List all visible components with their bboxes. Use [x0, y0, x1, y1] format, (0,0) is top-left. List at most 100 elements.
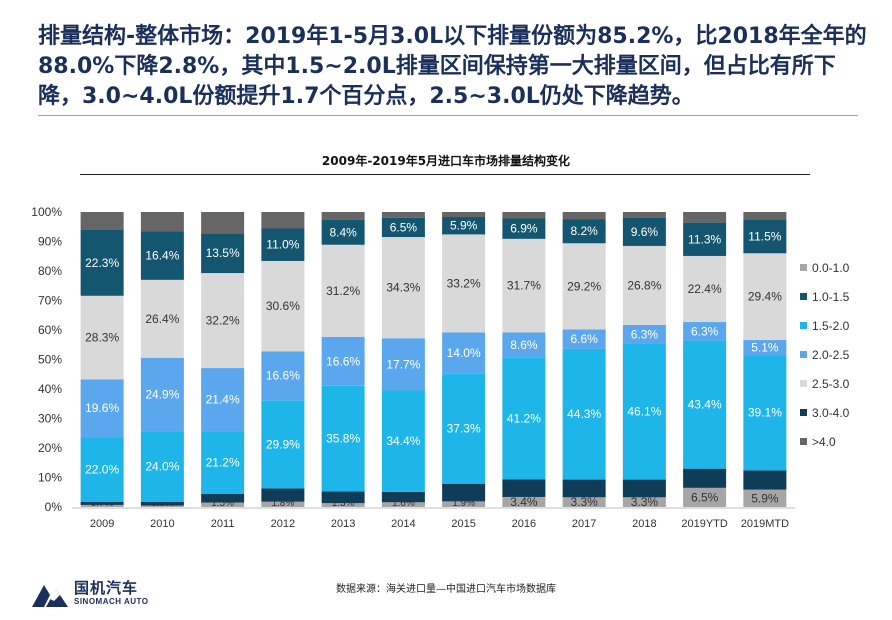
bar-segment [261, 228, 305, 261]
data-label: 33.2% [447, 276, 481, 290]
y-tick-label: 60% [38, 323, 62, 337]
bar-segment [381, 491, 425, 503]
x-tick-label: 2019MTD [741, 518, 789, 530]
data-label: 6.6% [570, 332, 598, 346]
y-tick-label: 70% [38, 294, 62, 308]
bar-segment [502, 212, 546, 219]
bar-segment [683, 487, 727, 507]
bar-segment [442, 234, 486, 333]
data-label: 17.7% [386, 357, 420, 371]
legend-swatch [800, 380, 807, 387]
bar-segment [80, 437, 124, 502]
bar-segment [80, 295, 124, 380]
logo-english-name: SINOMACH AUTO [74, 597, 149, 606]
x-tick-label: 2017 [572, 518, 596, 530]
bar-segment [743, 253, 787, 341]
bar-segment [622, 343, 666, 480]
bar-segment [683, 255, 727, 323]
data-label: 34.4% [386, 434, 420, 448]
headline-divider [38, 115, 858, 116]
bar-segment [80, 501, 124, 505]
data-label: 6.9% [510, 222, 538, 236]
legend-swatch [800, 351, 807, 358]
data-label: 16.6% [326, 354, 360, 368]
bar-segment [562, 348, 606, 480]
data-label: 8.6% [510, 338, 538, 352]
data-label: 6.5% [390, 220, 418, 234]
y-tick-label: 30% [38, 412, 62, 426]
data-label: 21.4% [206, 393, 240, 407]
data-source-note: 数据来源：海关进口量—中国进口汽车市场数据库 [336, 584, 556, 595]
data-label: 24.9% [145, 387, 179, 401]
bar-segment [201, 502, 245, 507]
bar-segment [562, 219, 606, 244]
bar-segment [201, 273, 245, 369]
data-label: 3.4% [510, 495, 538, 509]
x-tick-label: 2012 [271, 518, 295, 530]
bar-segment [502, 238, 546, 333]
y-tick-label: 100% [31, 205, 62, 219]
data-label: 29.9% [266, 437, 300, 451]
bar-segment [261, 260, 305, 352]
x-tick-label: 2015 [451, 518, 475, 530]
chart-title-divider [80, 174, 810, 175]
bar-segment [321, 491, 365, 504]
bar-segment [622, 324, 666, 344]
chart-title: 2009年-2019年5月进口车市场排量结构变化 [321, 154, 571, 168]
legend-label: 2.0-2.5 [812, 348, 850, 362]
data-label: 34.3% [386, 281, 420, 295]
bar-segment [683, 340, 727, 469]
bar-segment [140, 431, 184, 502]
data-label: 5.1% [751, 341, 779, 355]
data-label: 22.4% [688, 282, 722, 296]
bar-segment [743, 219, 787, 254]
bar-segment [683, 468, 727, 488]
data-label: 3.3% [631, 495, 659, 509]
data-label: 19.6% [85, 401, 119, 415]
bar-segment [80, 212, 124, 230]
data-label: 29.4% [748, 290, 782, 304]
x-tick-label: 2010 [150, 518, 174, 530]
bar-segment [381, 237, 425, 339]
bar-segment [201, 212, 245, 234]
bar-segment [140, 505, 184, 507]
x-tick-label: 2011 [211, 518, 235, 530]
bar-segment [201, 233, 245, 274]
data-label: 5.9% [751, 491, 779, 505]
bar-segment [321, 336, 365, 386]
data-label: 26.8% [627, 278, 661, 292]
bar-segment [201, 368, 245, 432]
data-label: 16.6% [266, 369, 300, 383]
x-tick-label: 2016 [512, 518, 536, 530]
bar-segment [261, 501, 305, 507]
bar-segment [683, 212, 727, 223]
bar-segment [442, 373, 486, 484]
data-label: 16.4% [145, 249, 179, 263]
data-label: 1.9% [452, 498, 475, 509]
legend-swatch [800, 322, 807, 329]
stacked-bar-chart: 0%10%20%30%40%50%60%70%80%90%100%0.7%22.… [31, 205, 850, 530]
bar-segment [381, 338, 425, 391]
data-label: 41.2% [507, 412, 541, 426]
data-label: 22.3% [85, 256, 119, 270]
legend-label: 1.5-2.0 [812, 319, 850, 333]
data-label: 22.0% [85, 463, 119, 477]
logo-mark-icon [32, 585, 68, 607]
bar-segment [80, 229, 124, 296]
y-tick-label: 20% [38, 441, 62, 455]
company-logo: 国机汽车 SINOMACH AUTO [30, 577, 190, 613]
data-label: 11.5% [748, 229, 781, 243]
bar-segment [140, 279, 184, 358]
data-label: 31.2% [326, 284, 360, 298]
bar-segment [743, 489, 787, 507]
bar-segment [683, 322, 727, 341]
bar-segment [622, 212, 666, 218]
x-tick-label: 2018 [632, 518, 656, 530]
legend-swatch [800, 293, 807, 300]
bar-segment [442, 501, 486, 507]
bar-segment [502, 357, 546, 480]
bar-segment [321, 244, 365, 337]
data-label: 6.3% [691, 324, 719, 338]
bar-segment [562, 243, 606, 330]
bar-segment [321, 503, 365, 507]
